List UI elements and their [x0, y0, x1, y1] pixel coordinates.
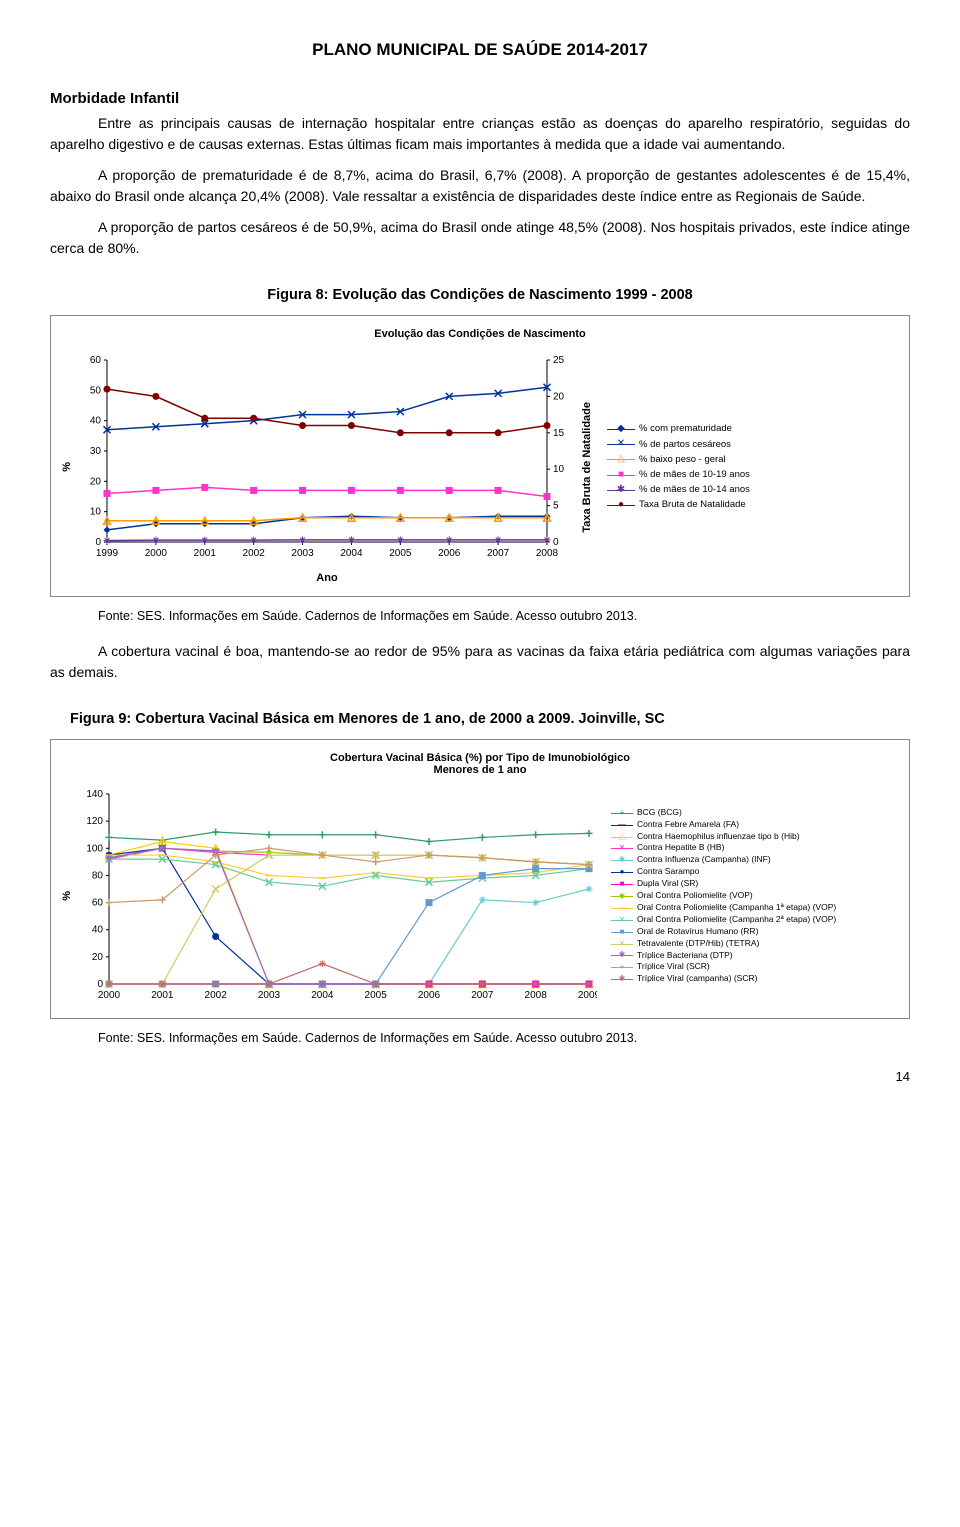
legend-item: —Contra Febre Amarela (FA)	[611, 819, 836, 831]
fig8-x-label: Ano	[77, 572, 577, 584]
legend-item: ✱Contra Influenza (Campanha) (INF)	[611, 854, 836, 866]
legend-item: ✕Tetravalente (DTP/Hib) (TETRA)	[611, 938, 836, 950]
svg-text:2006: 2006	[438, 548, 461, 559]
legend-item: ✕% de partos cesáreos	[607, 437, 750, 452]
fig9-legend: +BCG (BCG)—Contra Febre Amarela (FA)△Con…	[611, 807, 836, 985]
svg-text:2007: 2007	[471, 990, 494, 1001]
fig8-plot: 0 10 20 30 40 50 60 0 5 10 15 20 25 1999 2000 2001 2002 2…	[77, 350, 577, 570]
svg-text:20: 20	[90, 476, 102, 487]
fig8-legend: ◆% com prematuridade✕% de partos cesáreo…	[607, 421, 750, 512]
svg-text:60: 60	[92, 898, 104, 909]
legend-item: ✕Contra Hepatite B (HB)	[611, 842, 836, 854]
fig8-subtitle: Evolução das Condições de Nascimento	[61, 328, 899, 340]
fonte8: Fonte: SES. Informações em Saúde. Cadern…	[98, 609, 910, 623]
legend-item: ●Contra Sarampo	[611, 866, 836, 878]
svg-text:60: 60	[90, 355, 102, 366]
paragraph-2: A proporção de prematuridade é de 8,7%, …	[50, 165, 910, 207]
legend-item: ✕Oral Contra Poliomielite (Campanha 2ª e…	[611, 914, 836, 926]
legend-item: ✱% de mães de 10-14 anos	[607, 482, 750, 497]
legend-item: △Contra Haemophilus influenzae tipo b (H…	[611, 831, 836, 843]
svg-text:2000: 2000	[98, 990, 121, 1001]
svg-text:2007: 2007	[487, 548, 510, 559]
svg-text:0: 0	[95, 537, 101, 548]
svg-text:2004: 2004	[340, 548, 363, 559]
svg-text:2005: 2005	[365, 990, 388, 1001]
svg-text:20: 20	[92, 952, 104, 963]
fig9-plot: 0 20 40 60 80 100 120 140 2000 2001 2002 2003 2004 20…	[77, 786, 597, 1006]
legend-item: +BCG (BCG)	[611, 807, 836, 819]
svg-text:2006: 2006	[418, 990, 441, 1001]
svg-text:1999: 1999	[96, 548, 119, 559]
fig8-title: Figura 8: Evolução das Condições de Nasc…	[50, 287, 910, 303]
legend-item: ◆Oral Contra Poliomielite (VOP)	[611, 890, 836, 902]
paragraph-1: Entre as principais causas de internação…	[50, 113, 910, 155]
svg-text:2005: 2005	[389, 548, 412, 559]
svg-text:0: 0	[97, 979, 103, 990]
page-number: 14	[50, 1069, 910, 1084]
fig8-chart: Evolução das Condições de Nascimento % 0…	[50, 315, 910, 597]
svg-text:2008: 2008	[525, 990, 548, 1001]
legend-item: ◆% com prematuridade	[607, 421, 750, 436]
svg-text:30: 30	[90, 446, 102, 457]
svg-text:40: 40	[90, 416, 102, 427]
legend-item: ✱Tríplice Viral (campanha) (SCR)	[611, 973, 836, 985]
svg-text:10: 10	[90, 507, 102, 518]
fig9-title: Figura 9: Cobertura Vacinal Básica em Me…	[70, 711, 910, 727]
svg-text:140: 140	[86, 789, 103, 800]
legend-item: △% baixo peso - geral	[607, 452, 750, 467]
svg-text:2004: 2004	[311, 990, 334, 1001]
svg-text:2003: 2003	[291, 548, 314, 559]
svg-text:15: 15	[553, 428, 565, 439]
fig9-subtitle: Cobertura Vacinal Básica (%) por Tipo de…	[61, 752, 899, 776]
legend-item: ■Dupla Viral (SR)	[611, 878, 836, 890]
svg-text:50: 50	[90, 385, 102, 396]
fig8-y1-label: %	[61, 462, 73, 472]
svg-text:120: 120	[86, 816, 103, 827]
svg-text:2000: 2000	[145, 548, 168, 559]
svg-text:2009: 2009	[578, 990, 597, 1001]
svg-text:2003: 2003	[258, 990, 281, 1001]
svg-text:2001: 2001	[151, 990, 174, 1001]
section-heading: Morbidade Infantil	[50, 90, 910, 107]
svg-text:0: 0	[553, 537, 559, 548]
page-title: PLANO MUNICIPAL DE SAÚDE 2014-2017	[50, 40, 910, 60]
paragraph-4: A cobertura vacinal é boa, mantendo-se a…	[50, 641, 910, 683]
svg-text:2002: 2002	[243, 548, 266, 559]
legend-item: ●Taxa Bruta de Natalidade	[607, 497, 750, 512]
svg-text:2002: 2002	[205, 990, 228, 1001]
paragraph-3: A proporção de partos cesáreos é de 50,9…	[50, 217, 910, 259]
fig8-y2-label: Taxa Bruta de Natalidade	[581, 402, 593, 533]
fonte9: Fonte: SES. Informações em Saúde. Cadern…	[98, 1031, 910, 1045]
legend-item: ■Oral de Rotavírus Humano (RR)	[611, 926, 836, 938]
legend-item: +Tríplice Viral (SCR)	[611, 961, 836, 973]
svg-text:20: 20	[553, 391, 565, 402]
svg-text:10: 10	[553, 464, 565, 475]
svg-text:2008: 2008	[536, 548, 559, 559]
svg-text:5: 5	[553, 501, 559, 512]
fig9-chart: Cobertura Vacinal Básica (%) por Tipo de…	[50, 739, 910, 1019]
fig9-y-label: %	[61, 891, 73, 901]
svg-text:80: 80	[92, 870, 104, 881]
svg-text:100: 100	[86, 843, 103, 854]
svg-text:2001: 2001	[194, 548, 217, 559]
svg-text:40: 40	[92, 925, 104, 936]
legend-item: ✱Tríplice Bacteriana (DTP)	[611, 950, 836, 962]
legend-item: ■% de mães de 10-19 anos	[607, 467, 750, 482]
svg-text:25: 25	[553, 355, 565, 366]
legend-item: —Oral Contra Poliomielite (Campanha 1ª e…	[611, 902, 836, 914]
